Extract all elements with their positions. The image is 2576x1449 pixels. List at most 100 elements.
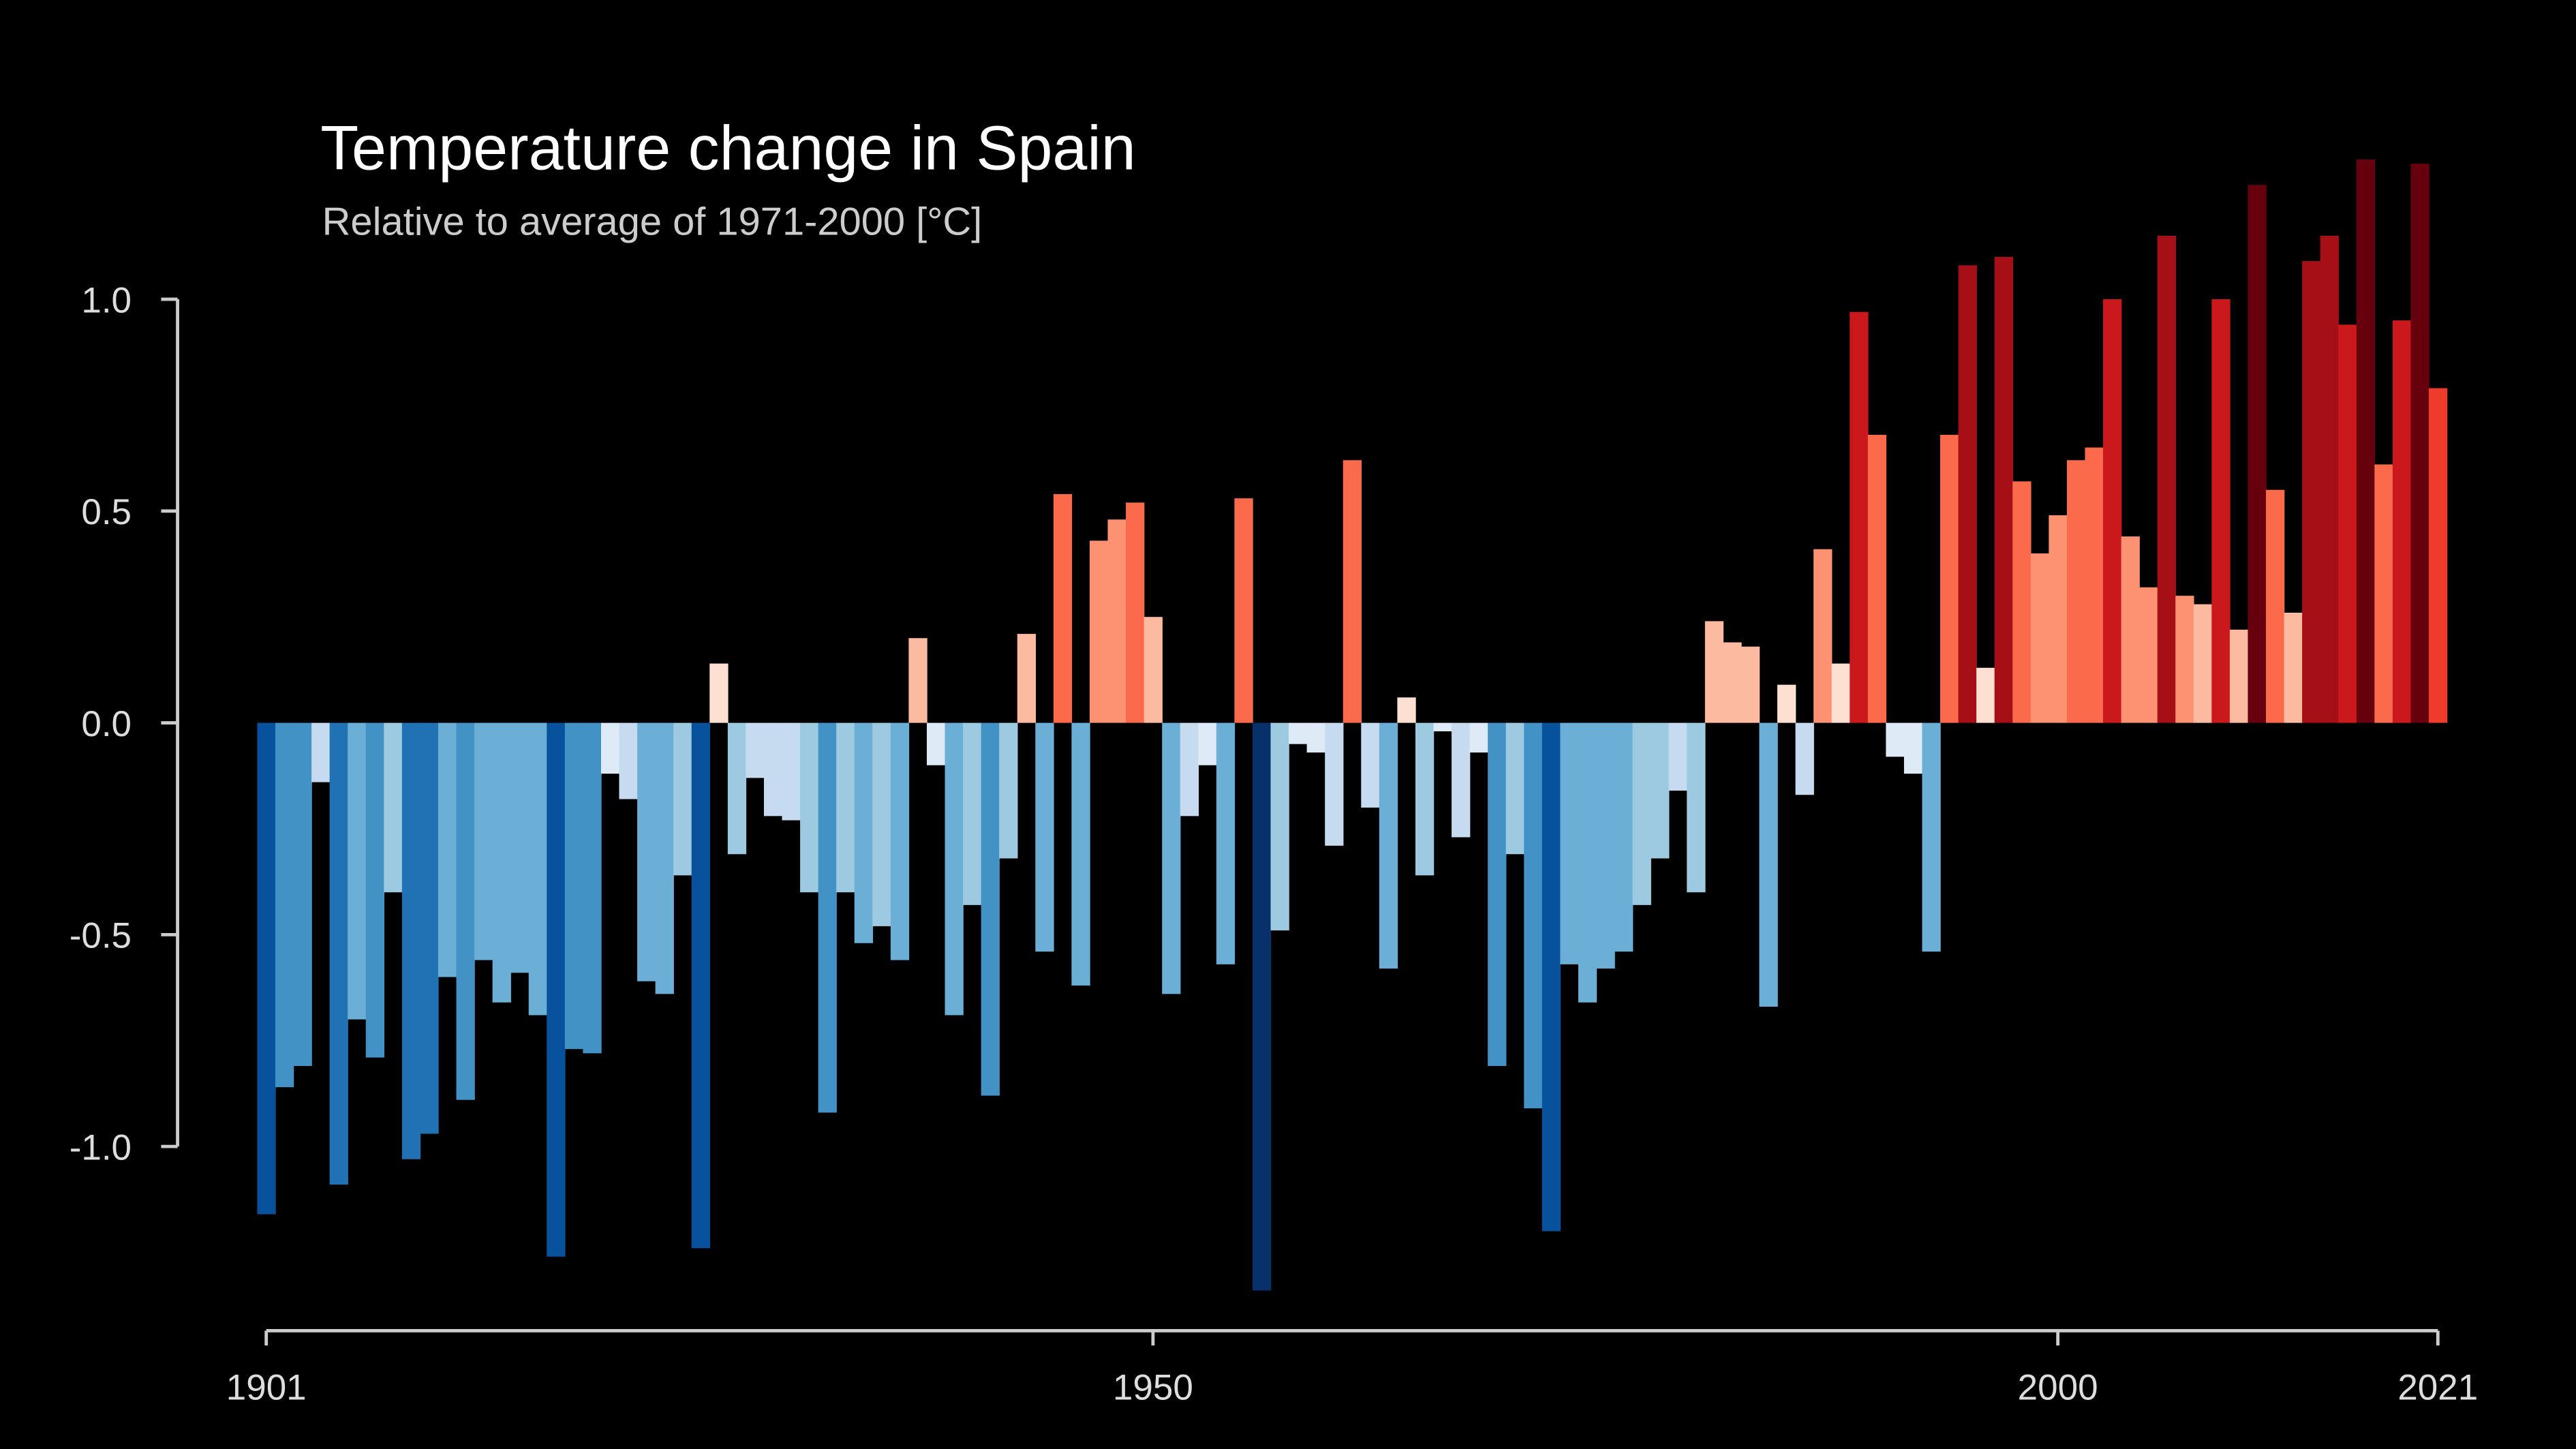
bar [1343,460,1362,723]
y-tick-label: 1.0 [81,280,132,320]
bar [1542,722,1561,1232]
bar [890,722,910,960]
bar [600,722,620,774]
bar [1126,502,1145,723]
bar [275,722,294,1088]
bar [1578,722,1597,1003]
bar [1270,722,1289,931]
bar [564,722,584,1050]
bar [1433,722,1452,732]
bar [1831,663,1850,723]
bar [2085,447,2104,723]
bar [492,722,511,1003]
bar [329,722,348,1185]
bar [782,722,801,821]
bar [2302,261,2321,723]
bar [1940,434,1959,723]
bar [1071,722,1090,986]
bar [583,722,602,1054]
bar [1306,722,1325,753]
bar [1867,434,1887,723]
bar [1361,722,1380,808]
bar [709,663,729,723]
bar [655,722,674,994]
bar [1397,697,1416,723]
bar [401,722,421,1159]
bar [420,722,439,1134]
bar [2103,299,2122,723]
bar [1777,684,1796,723]
bar [1741,646,1760,723]
bar [1813,549,1833,723]
bar [528,722,548,1016]
bar [2356,159,2376,723]
bar [1469,722,1488,753]
bar [1180,722,1199,817]
bar [963,722,982,905]
bar [2392,320,2412,723]
bar [673,722,692,876]
bar [365,722,385,1058]
bar [1795,722,1814,795]
bar [1668,722,1687,791]
x-tick-label: 1950 [1113,1368,1193,1408]
bar [1035,722,1054,952]
bar [1759,722,1778,1007]
bar [1687,722,1706,893]
bar [1234,498,1253,723]
bar [2175,596,2194,723]
bar [2284,612,2303,723]
bar [637,722,656,981]
bar [1379,722,1398,969]
bar [2338,324,2357,723]
bar [746,722,765,778]
bar [945,722,964,1016]
bar [727,722,747,855]
bar [854,722,874,943]
bar [1994,256,2013,723]
bar [384,722,403,893]
bar [1289,722,1308,744]
bar [547,722,566,1257]
bar [1089,540,1109,723]
bar [1017,634,1037,723]
x-tick-label: 2021 [2397,1368,2478,1408]
bar [1723,642,1742,723]
bar [1415,722,1435,876]
bar [2193,604,2213,723]
bar [1850,311,1869,723]
bar [872,722,891,926]
bar [438,722,457,977]
bar [908,638,927,723]
bar [1053,493,1073,723]
bar [2012,481,2031,723]
bar [2429,388,2448,723]
bar [1252,722,1272,1291]
bar [2229,629,2249,723]
bar [1560,722,1579,964]
bar [2320,235,2339,723]
bar [1596,722,1615,969]
bar [1107,519,1126,723]
bar [1505,722,1525,855]
bar [981,722,1000,1096]
bar [2266,489,2285,723]
bar [1922,722,1941,952]
bar [456,722,475,1100]
bar [926,722,946,765]
bar [2211,299,2230,723]
bar [2248,185,2267,723]
bar [1452,722,1471,838]
bar [1903,722,1923,774]
bar [619,722,638,799]
y-tick-label: -0.5 [70,916,132,956]
chart-title: Temperature change in Spain [320,113,1135,183]
bar [2157,235,2176,723]
bar [2410,164,2429,723]
bar [763,722,783,817]
bar [1976,667,1995,723]
y-tick-label: -1.0 [70,1127,132,1168]
bar [2374,464,2393,723]
bar [293,722,312,1067]
